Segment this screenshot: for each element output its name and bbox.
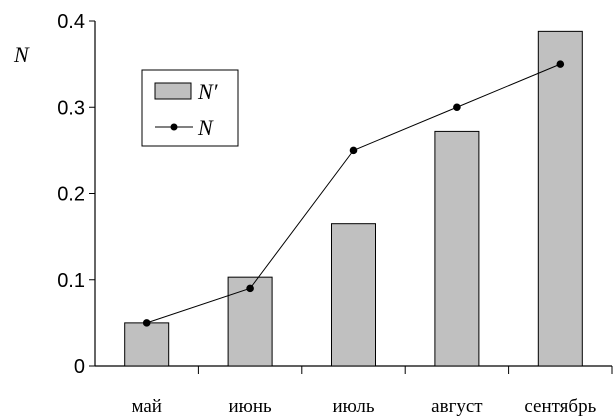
y-tick-label: 0 [74,356,85,378]
y-tick-label: 0.4 [57,11,85,33]
bar [124,322,170,367]
legend-box [141,69,239,147]
data-point [453,103,461,112]
y-axis-label: N [13,42,30,67]
data-point [349,146,358,155]
legend: N′ N [141,69,239,147]
x-tick-label: май [131,396,162,417]
x-tick-labels: май июнь июль август сентябрь [131,396,596,417]
legend-line-label: N [197,115,214,140]
y-tick-label: 0.2 [57,184,85,206]
data-point [246,284,254,293]
legend-line-marker [170,123,178,131]
data-point [556,60,565,68]
x-tick-label: сентябрь [524,396,596,417]
y-ticks: 0 0.1 0.2 0.3 0.4 [57,11,95,378]
line-series [142,60,565,327]
bar [331,223,376,367]
y-tick-label: 0.1 [57,270,85,292]
x-tick-label: июнь [228,396,272,417]
y-tick-label: 0.3 [57,97,85,119]
legend-bar-swatch [154,82,192,100]
legend-bar-label: N′ [197,79,219,104]
x-tick-label: июль [332,396,374,417]
data-point [142,319,151,327]
x-tick-label: август [431,396,483,417]
bar [537,30,583,367]
bar [434,130,480,367]
